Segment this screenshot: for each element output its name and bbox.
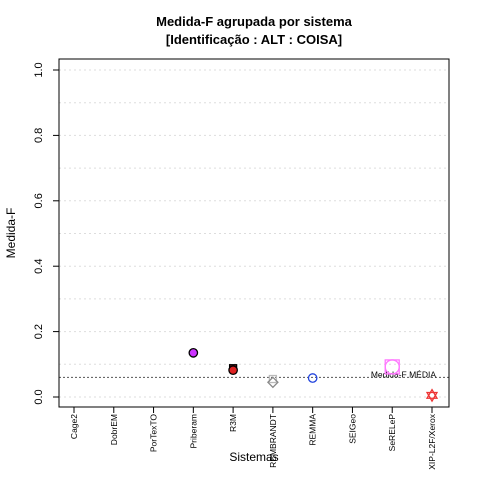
data-point bbox=[425, 388, 439, 399]
x-tick-label: PorTexTO bbox=[149, 414, 159, 452]
data-point bbox=[228, 365, 238, 376]
y-tick-label: 0.2 bbox=[33, 324, 45, 339]
x-axis-label: Sistemas bbox=[229, 450, 278, 464]
x-tick-label: Cage2 bbox=[69, 414, 79, 439]
y-tick-label: 0.8 bbox=[33, 128, 45, 143]
y-tick-label: 0.6 bbox=[33, 193, 45, 208]
plot-frame bbox=[58, 58, 450, 408]
data-point bbox=[307, 373, 318, 383]
data-point bbox=[384, 359, 400, 375]
y-tick-label: 1.0 bbox=[33, 62, 45, 77]
data-points bbox=[188, 348, 439, 403]
x-tick-label: DobrEM bbox=[109, 414, 119, 445]
x-tick-label: REMMA bbox=[308, 414, 318, 446]
y-axis: 0.0 0.2 0.4 0.6 0.8 1.0 bbox=[33, 62, 59, 405]
data-point bbox=[266, 376, 279, 389]
x-tick-label: SEIGeo bbox=[347, 414, 357, 444]
x-tick-label: SeRELeP bbox=[387, 414, 397, 452]
x-axis: Cage2 DobrEM PorTexTO Priberam R3M REMBRANDT R… bbox=[69, 407, 437, 470]
data-point bbox=[268, 374, 278, 384]
x-tick-label: R3M bbox=[228, 414, 238, 432]
x-tick-label: Priberam bbox=[188, 414, 198, 448]
y-axis-label: Medida-F bbox=[4, 208, 18, 259]
x-tick-label: REMBRANDT bbox=[268, 414, 278, 468]
grid bbox=[59, 69, 449, 398]
y-tick-label: 0.4 bbox=[33, 259, 45, 274]
x-tick-label: XIP-L2F/Xerox bbox=[427, 413, 437, 469]
data-point bbox=[188, 348, 199, 358]
data-point bbox=[425, 391, 439, 403]
chart-title: Medida-F agrupada por sistema bbox=[156, 14, 353, 29]
mean-line-label: Medida-F MÉDIA bbox=[371, 369, 437, 379]
chart-subtitle: [Identificação : ALT : COISA] bbox=[166, 32, 342, 47]
y-tick-label: 0.0 bbox=[33, 389, 45, 404]
